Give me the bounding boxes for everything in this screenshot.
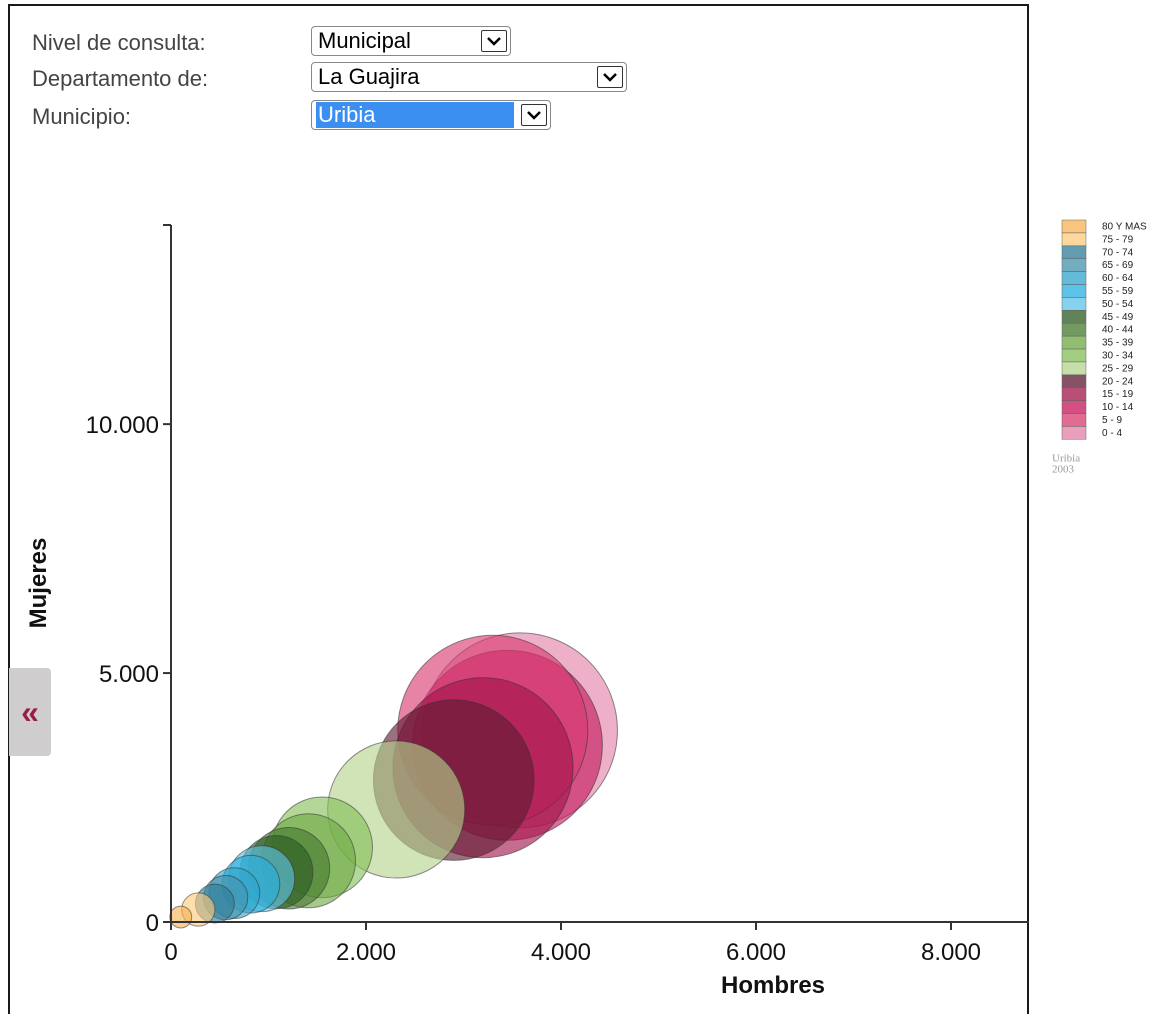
legend-label: 65 - 69 [1102,260,1134,271]
legend-label: 20 - 24 [1102,376,1134,387]
legend-label: 10 - 14 [1102,402,1134,413]
municipio-label: Municipio: [32,104,132,129]
legend-label: 0 - 4 [1102,428,1122,439]
chevron-down-icon[interactable] [521,104,547,126]
x-tick-label: 2.000 [336,939,396,966]
legend-swatch [1061,348,1087,363]
axis-ticks: 0 2.000 4.000 6.000 8.000 0 5.000 10.000 [86,412,981,966]
departamento-select[interactable]: La Guajira [311,62,627,92]
nivel-select[interactable]: Municipal [311,26,511,56]
departamento-select-value: La Guajira [318,64,420,89]
legend-swatch [1061,426,1087,440]
legend-swatch [1061,245,1087,259]
municipio-select[interactable]: Uribia [311,100,551,130]
x-tick-label: 6.000 [726,939,786,966]
legend-swatch [1061,335,1087,350]
legend-label: 35 - 39 [1102,338,1134,349]
legend-swatch [1061,297,1087,311]
legend-swatch [1061,258,1087,272]
legend-label: 45 - 49 [1102,312,1134,323]
nivel-label: Nivel de consulta: [32,30,206,55]
x-tick-label: 8.000 [921,939,981,966]
legend-label: 70 - 74 [1102,247,1134,258]
legend-swatch [1061,374,1087,388]
collapse-panel-button[interactable]: « [9,668,51,756]
legend-swatch [1061,361,1087,376]
legend-label: 15 - 19 [1102,389,1134,400]
x-tick-label: 0 [164,939,177,966]
chart-panel-frame [8,4,1029,1014]
legend-swatch [1061,387,1087,401]
legend-label: 5 - 9 [1102,415,1122,426]
legend-swatch [1061,322,1087,337]
legend-swatch [1061,219,1087,234]
legend-label: 50 - 54 [1102,299,1134,310]
y-tick-label: 0 [146,910,159,937]
legend-swatch [1061,232,1087,247]
y-tick-label: 10.000 [86,412,159,439]
municipio-select-value: Uribia [316,102,514,128]
legend-label: 60 - 64 [1102,273,1134,284]
chevron-down-icon[interactable] [481,30,507,52]
chevron-down-icon[interactable] [597,66,623,88]
bubble-80ymas[interactable] [169,905,193,929]
y-axis-label: Mujeres [25,538,52,629]
x-tick-label: 4.000 [531,939,591,966]
x-axis-label: Hombres [721,972,825,999]
legend-swatch [1061,400,1087,414]
bubbles-layer [169,632,618,929]
legend-swatch [1061,413,1087,427]
legend-swatch [1061,284,1087,298]
legend-label: 40 - 44 [1102,325,1134,336]
legend-label: 30 - 34 [1102,351,1134,362]
legend-label: 80 Y MAS [1102,222,1147,233]
legend-label: 75 - 79 [1102,234,1134,245]
legend-caption: 2003 [1052,463,1075,475]
legend-label: 25 - 29 [1102,363,1134,374]
legend-swatch [1061,271,1087,285]
legend-label: 55 - 59 [1102,286,1134,297]
legend-caption: Uribia [1052,452,1080,464]
departamento-label: Departamento de: [32,66,209,91]
y-tick-label: 5.000 [99,661,159,688]
legend-swatch [1061,310,1087,324]
nivel-select-value: Municipal [318,28,411,53]
